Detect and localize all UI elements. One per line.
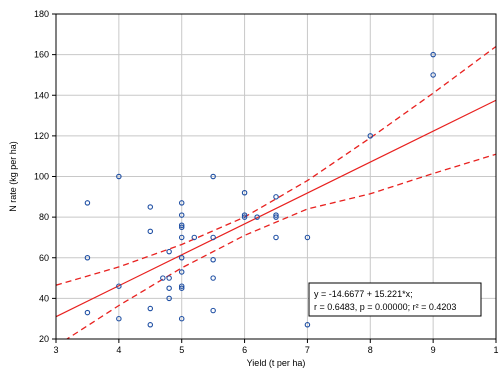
data-point xyxy=(160,275,166,281)
data-point xyxy=(304,234,311,241)
data-point xyxy=(210,234,216,241)
y-tick-label: 100 xyxy=(34,172,49,182)
annotation-equation: y = -14.6677 + 15.221*x; xyxy=(314,289,413,299)
data-point xyxy=(116,173,122,180)
data-point xyxy=(116,315,122,322)
x-tick-label: 3 xyxy=(53,345,58,355)
fit-line xyxy=(56,99,496,318)
data-point xyxy=(210,275,216,281)
data-point xyxy=(178,224,185,231)
data-point xyxy=(178,212,185,218)
y-tick-label: 20 xyxy=(39,334,49,344)
y-tick-label: 60 xyxy=(39,253,49,263)
x-tick-label: 1 xyxy=(493,345,498,355)
x-tick-label: 7 xyxy=(305,345,310,355)
data-point xyxy=(210,173,216,180)
data-point xyxy=(210,307,216,314)
data-point xyxy=(273,234,279,241)
data-point xyxy=(178,269,185,275)
y-tick-label: 120 xyxy=(34,131,49,141)
confidence-band xyxy=(56,45,496,339)
data-point xyxy=(178,315,185,322)
data-point xyxy=(84,200,91,206)
y-tick-label: 40 xyxy=(39,293,49,303)
y-tick-label: 140 xyxy=(34,90,49,100)
regression-annotation: y = -14.6677 + 15.221*x; r = 0.6483, p =… xyxy=(308,282,482,317)
x-tick-label: 8 xyxy=(368,345,373,355)
data-point xyxy=(367,133,374,139)
data-point xyxy=(430,51,436,58)
data-point xyxy=(178,234,185,241)
data-point xyxy=(116,283,122,289)
data-points xyxy=(84,51,436,328)
x-tick-label: 4 xyxy=(116,345,121,355)
data-point xyxy=(178,255,185,261)
data-point xyxy=(191,234,198,241)
regression-line xyxy=(56,99,496,318)
data-point xyxy=(166,295,172,302)
data-point xyxy=(210,257,216,263)
y-tick-label: 180 xyxy=(34,9,49,19)
data-point xyxy=(84,309,91,316)
annotation-box xyxy=(308,282,482,317)
data-point xyxy=(178,283,185,289)
y-tick-label: 80 xyxy=(39,212,49,222)
x-tick-label: 9 xyxy=(431,345,436,355)
lower-confidence-line xyxy=(65,153,496,339)
data-point xyxy=(147,305,154,312)
y-tick-label: 160 xyxy=(34,50,49,60)
data-point xyxy=(147,322,154,328)
data-point xyxy=(241,214,248,220)
grid-lines xyxy=(56,14,496,339)
data-point xyxy=(241,190,248,196)
x-tick-label: 5 xyxy=(179,345,184,355)
annotation-stats: r = 0.6483, p = 0.00000; r² = 0.4203 xyxy=(314,302,456,312)
data-point xyxy=(241,212,248,218)
data-point xyxy=(147,204,154,210)
data-point xyxy=(178,222,185,229)
data-point xyxy=(273,212,279,218)
data-point xyxy=(178,200,185,206)
y-axis-title: N rate (kg per ha) xyxy=(8,141,18,212)
data-point xyxy=(273,214,279,220)
upper-confidence-line xyxy=(56,45,496,286)
data-point xyxy=(166,285,172,291)
data-point xyxy=(273,194,279,200)
data-point xyxy=(147,228,154,235)
data-point xyxy=(430,72,436,78)
x-axis-title: Yield (t per ha) xyxy=(247,358,306,368)
data-point xyxy=(304,322,311,328)
data-point xyxy=(178,285,185,291)
data-point xyxy=(254,214,260,220)
x-tick-label: 6 xyxy=(242,345,247,355)
data-point xyxy=(84,255,91,261)
data-point xyxy=(166,275,172,281)
data-point xyxy=(166,248,172,255)
